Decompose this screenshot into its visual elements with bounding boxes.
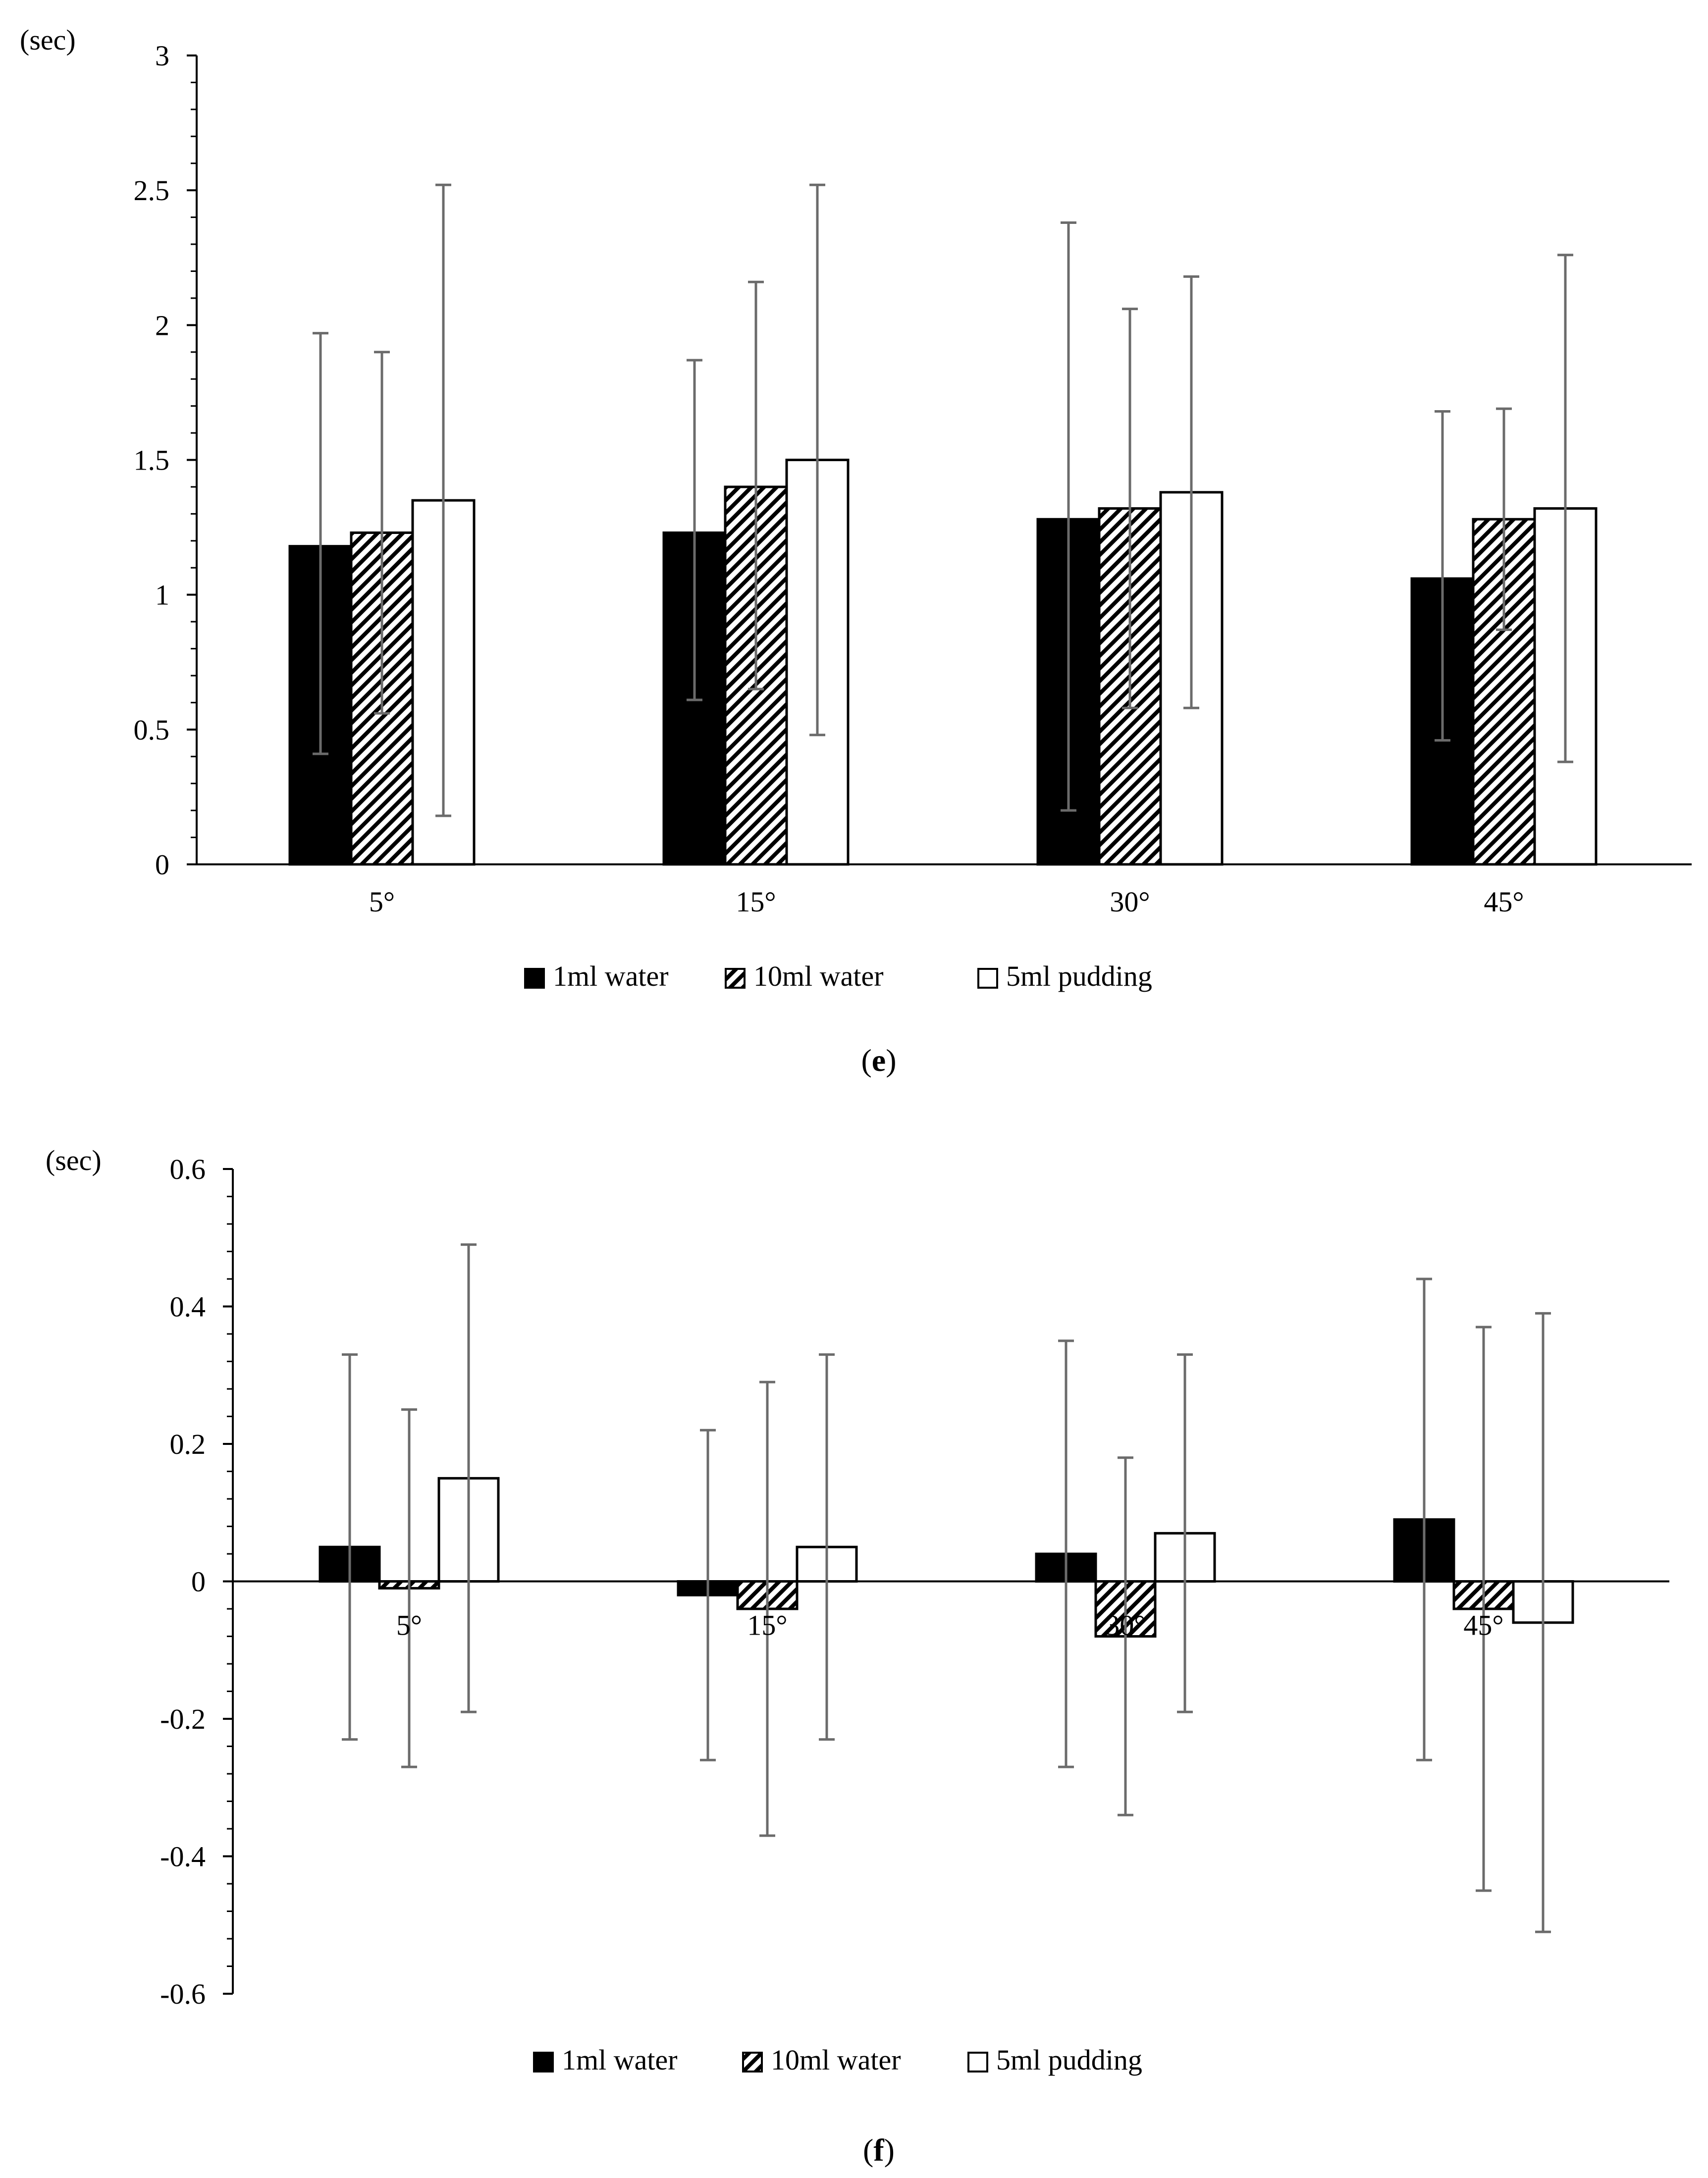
y-tick-label: 0 — [155, 849, 169, 881]
x-tick-label: 5° — [369, 886, 395, 918]
x-tick-label: 5° — [396, 1609, 422, 1642]
panel-label-e: e — [872, 1043, 886, 1078]
panel-caption-e: (e) — [861, 1043, 896, 1078]
x-tick-label: 45° — [1484, 886, 1524, 918]
y-unit-label: (sec) — [46, 1144, 102, 1176]
y-unit-label: (sec) — [20, 24, 76, 56]
x-tick-label: 15° — [747, 1609, 787, 1642]
y-tick-label: 1.5 — [134, 444, 170, 477]
legend-label: 5ml pudding — [996, 2044, 1142, 2076]
chart-panel-f: (sec) -0.6-0.4-0.200.20.40.65° 15° 30° 45° … — [46, 1144, 1669, 2168]
y-tick-label: -0.4 — [160, 1841, 206, 1873]
legend-label: 10ml water — [753, 960, 884, 992]
chart-panel-e: (sec) 0 0.5 1 1.5 2 2.5 3 5° 15° 30° 45° 1ml water… — [20, 24, 1692, 1078]
legend-label: 10ml water — [771, 2044, 901, 2076]
legend-label: 1ml water — [562, 2044, 678, 2076]
y-tick-label: 2 — [155, 309, 169, 341]
y-tick-label: -0.6 — [160, 1978, 206, 2010]
legend-swatch-1ml-water — [524, 968, 545, 989]
y-tick-label: 0.6 — [170, 1153, 206, 1185]
y-tick-label: -0.2 — [160, 1703, 206, 1735]
legend-label: 5ml pudding — [1006, 960, 1152, 992]
y-tick-label: 0.2 — [170, 1428, 206, 1460]
y-tick-label: 3 — [155, 40, 169, 72]
legend-swatch-5ml-pudding — [967, 2052, 988, 2072]
legend-label: 1ml water — [553, 960, 669, 992]
panel-label-f: f — [873, 2132, 884, 2168]
y-tick-label: 0.5 — [134, 714, 170, 746]
y-tick-label: 2.5 — [134, 174, 170, 207]
x-tick-label: 45° — [1463, 1609, 1503, 1642]
x-tick-label: 30° — [1105, 1609, 1145, 1642]
y-tick-label: 1 — [155, 579, 169, 611]
legend-swatch-1ml-water — [533, 2052, 554, 2072]
y-tick-label: 0.4 — [170, 1291, 206, 1323]
legend-swatch-10ml-water — [725, 968, 746, 989]
x-tick-label: 30° — [1110, 886, 1150, 918]
legend-swatch-10ml-water — [742, 2052, 763, 2072]
y-tick-label: 0 — [191, 1566, 206, 1598]
legend-swatch-5ml-pudding — [977, 968, 998, 989]
x-tick-label: 15° — [736, 886, 776, 918]
panel-caption-f: (f) — [863, 2132, 895, 2168]
